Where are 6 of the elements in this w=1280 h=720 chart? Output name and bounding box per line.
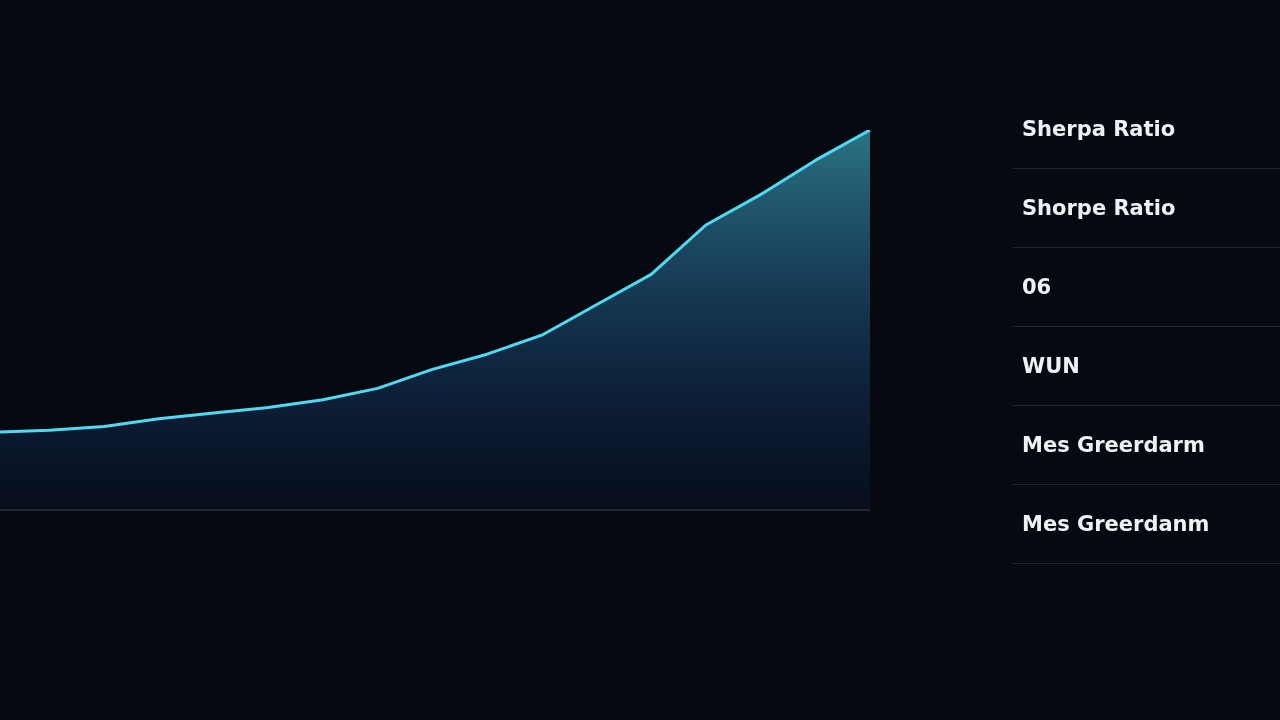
text: 06 [1012, 248, 1280, 327]
text: WUN [1012, 327, 1280, 406]
text: Mes Greerdarm [1012, 406, 1280, 485]
text: Shorpe Ratio [1012, 169, 1280, 248]
text: Sherpa Ratio [1012, 90, 1280, 169]
text: Mes Greerdanm [1012, 485, 1280, 564]
